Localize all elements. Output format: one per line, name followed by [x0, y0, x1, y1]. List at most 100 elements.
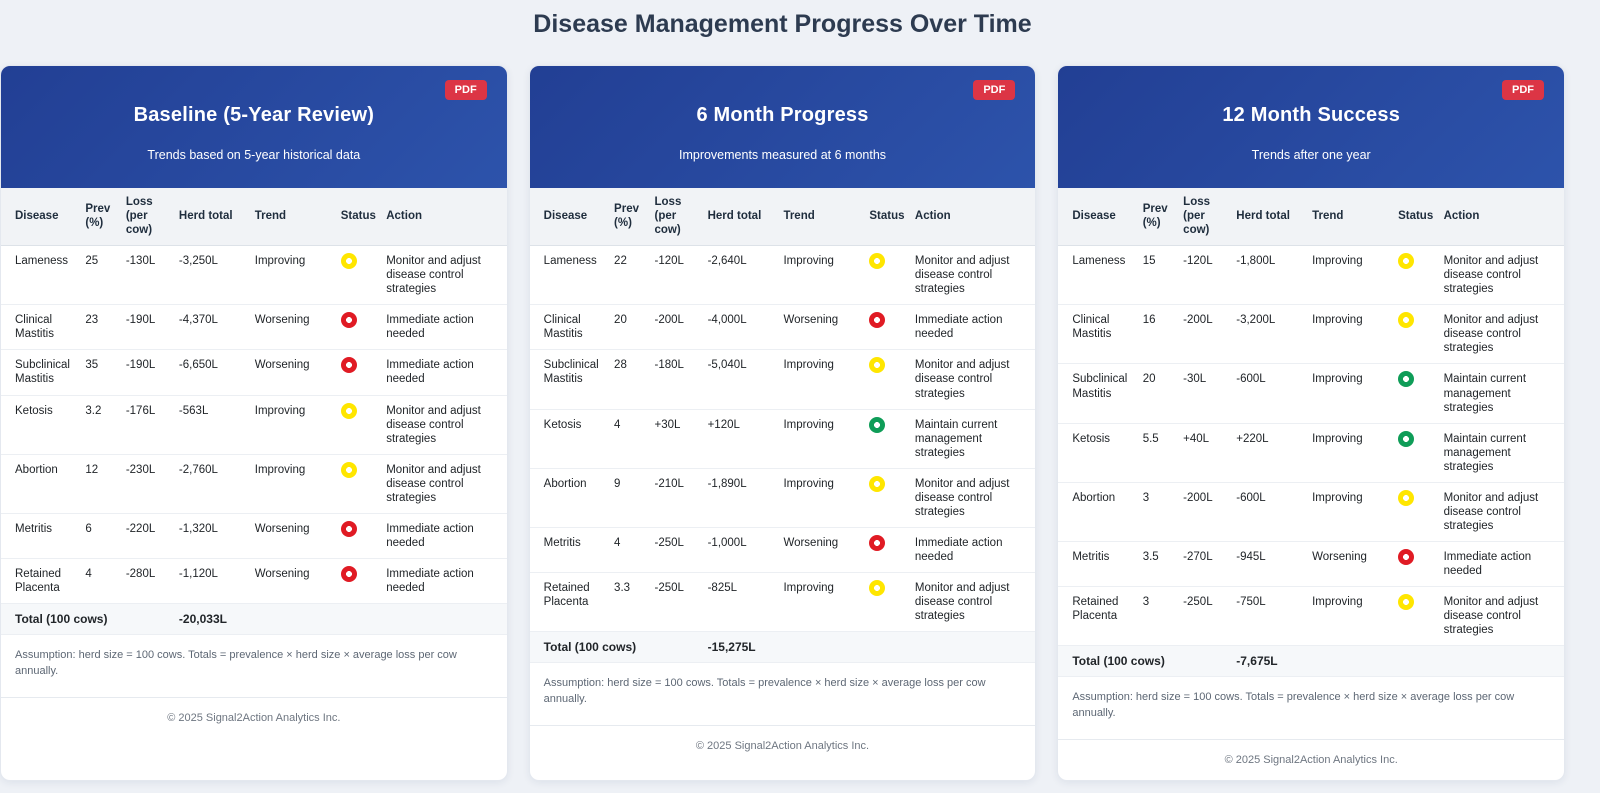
loss-per-cow-value: -180L [648, 349, 702, 410]
trend-value: Improving [1306, 363, 1393, 424]
status-yellow-icon [340, 253, 357, 270]
herd-total-value: +120L [701, 409, 778, 469]
status-cell [334, 304, 381, 351]
status-cell [863, 572, 909, 632]
disease-name: Subclinical Mastitis [529, 349, 609, 410]
status-cell [863, 304, 909, 351]
table-row: Metritis 6 -220L -1,320L Worsening Immediate … [1, 513, 507, 559]
herd-total-value: -1,120L [172, 558, 249, 604]
table-row: Clinical Mastitis 20 -200L -4,000L Worsening… [529, 304, 1036, 351]
disease-name: Clinical Mastitis [529, 304, 609, 351]
prevalence-value: 12 [79, 454, 120, 514]
action-text: Monitor and adjust disease control strat… [1437, 482, 1565, 542]
disease-name: Subclinical Mastitis [1058, 363, 1137, 424]
status-cell [1392, 245, 1438, 306]
total-label: Total (100 cows) [529, 630, 702, 664]
herd-total-value: -4,000L [701, 304, 778, 351]
status-yellow-icon [340, 461, 357, 478]
disease-name: Abortion [529, 468, 609, 528]
action-text: Monitor and adjust disease control strat… [380, 454, 507, 514]
card-header: PDF Baseline (5-Year Review) Trends base… [1, 66, 507, 188]
trend-value: Improving [248, 395, 335, 455]
loss-per-cow-value: -120L [1177, 245, 1231, 306]
table-row: Metritis 3.5 -270L -945L Worsening Immediate … [1058, 541, 1565, 587]
table-row: Abortion 3 -200L -600L Improving Monitor and … [1058, 482, 1565, 542]
trend-value: Improving [777, 349, 864, 410]
herd-total-value: -2,640L [701, 245, 778, 306]
card-title: 12 Month Success [1222, 104, 1401, 126]
table-row: Metritis 4 -250L -1,000L Worsening Immediate … [529, 527, 1036, 573]
pdf-export-button[interactable]: PDF [973, 80, 1016, 100]
action-text: Immediate action needed [380, 558, 507, 604]
status-yellow-icon [869, 579, 886, 596]
status-cell [1392, 541, 1438, 587]
copyright-footer: © 2025 Signal2Action Analytics Inc. [695, 740, 870, 753]
status-cell [863, 349, 909, 410]
disease-name: Metritis [1, 513, 80, 559]
status-cell [334, 245, 381, 306]
herd-total-value: -4,370L [172, 304, 249, 351]
status-yellow-icon [869, 357, 886, 374]
trend-value: Worsening [777, 527, 864, 573]
disease-name: Ketosis [1058, 423, 1137, 483]
herd-total-value: -945L [1230, 541, 1307, 587]
status-red-icon [340, 520, 357, 537]
loss-per-cow-value: -280L [119, 558, 173, 604]
table-row: Subclinical Mastitis 35 -190L -6,650L Worsen… [1, 349, 507, 396]
herd-total-value: -1,890L [701, 468, 778, 528]
loss-per-cow-value: -130L [119, 245, 173, 306]
loss-per-cow-value: +30L [648, 409, 702, 469]
disease-table: Disease Prev (%) Loss (per cow) Herd tot… [1058, 188, 1565, 678]
column-header-disease: Disease [529, 188, 609, 247]
disease-name: Metritis [529, 527, 609, 573]
column-header-herd-total: Herd total [172, 188, 249, 247]
column-header-action: Action [380, 188, 507, 247]
copyright-footer: © 2025 Signal2Action Analytics Inc. [1224, 754, 1398, 767]
status-green-icon [1398, 371, 1415, 388]
action-text: Monitor and adjust disease control strat… [908, 468, 1036, 528]
column-header-status: Status [863, 188, 909, 247]
total-row: Total (100 cows) -15,275L [529, 630, 1036, 664]
card-subtitle: Trends based on 5-year historical data [147, 148, 361, 162]
action-text: Immediate action needed [908, 304, 1036, 351]
status-cell [863, 409, 909, 469]
herd-total-value: -1,800L [1230, 245, 1307, 306]
status-cell [1392, 304, 1438, 365]
disease-name: Metritis [1058, 541, 1137, 587]
trend-value: Worsening [777, 304, 864, 351]
loss-per-cow-value: -200L [1177, 304, 1231, 365]
loss-per-cow-value: -30L [1177, 363, 1231, 424]
column-header-action: Action [1437, 188, 1565, 247]
column-header-disease: Disease [1058, 188, 1137, 247]
pdf-export-button[interactable]: PDF [1502, 80, 1545, 100]
action-text: Monitor and adjust disease control strat… [380, 245, 507, 306]
loss-per-cow-value: -176L [119, 395, 173, 455]
status-green-icon [1398, 430, 1415, 447]
column-header-herd-total: Herd total [1230, 188, 1307, 247]
prevalence-value: 9 [608, 468, 649, 528]
action-text: Monitor and adjust disease control strat… [908, 572, 1036, 632]
herd-total-value: -750L [1230, 586, 1307, 646]
status-yellow-icon [1398, 253, 1415, 270]
prevalence-value: 3 [1136, 482, 1178, 542]
trend-value: Improving [777, 245, 864, 306]
column-header-prev: Prev (%) [608, 188, 649, 247]
assumption-note: Assumption: herd size = 100 cows. Totals… [529, 663, 1036, 727]
table-row: Retained Placenta 4 -280L -1,120L Worsening I… [1, 558, 507, 604]
column-header-loss: Loss (per cow) [119, 188, 173, 247]
prevalence-value: 5.5 [1136, 423, 1178, 483]
herd-total-value: -2,760L [172, 454, 249, 514]
action-text: Monitor and adjust disease control strat… [1437, 586, 1565, 646]
prevalence-value: 35 [79, 349, 120, 396]
column-header-prev: Prev (%) [79, 188, 120, 247]
table-header-row: Disease Prev (%) Loss (per cow) Herd tot… [529, 188, 1036, 247]
prevalence-value: 3.2 [79, 395, 120, 455]
loss-per-cow-value: -230L [119, 454, 173, 514]
loss-per-cow-value: -250L [648, 527, 702, 573]
cards-container: PDF Baseline (5-Year Review) Trends base… [0, 65, 1566, 782]
trend-value: Improving [248, 454, 335, 514]
herd-total-value: -3,250L [172, 245, 249, 306]
prevalence-value: 20 [1136, 363, 1178, 424]
prevalence-value: 3.3 [608, 572, 649, 632]
pdf-export-button[interactable]: PDF [444, 80, 487, 100]
